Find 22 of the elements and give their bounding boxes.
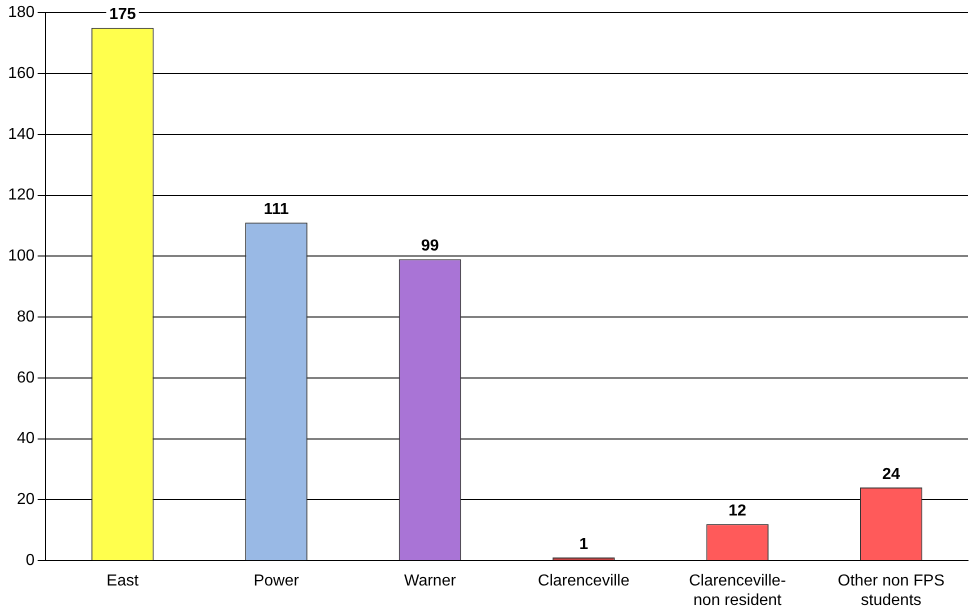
data-label: 99 (421, 238, 439, 255)
y-tick-label: 40 (16, 430, 35, 448)
data-label: 1 (579, 536, 588, 553)
x-tick-label: Other non FPS students (838, 572, 944, 609)
data-label: 12 (728, 502, 746, 520)
y-tick-label: 100 (8, 248, 35, 265)
y-tick-label: 20 (16, 491, 35, 508)
data-label: 24 (882, 466, 900, 483)
x-tick-label: Warner (404, 572, 457, 590)
y-tick-label: 60 (16, 369, 35, 386)
x-tick-label: Clarenceville- non resident (688, 572, 786, 609)
x-tick-label: East (106, 572, 140, 590)
y-tick-label: 160 (8, 64, 35, 82)
y-tick-label: 0 (26, 552, 35, 570)
x-tick-label: Power (254, 572, 300, 590)
y-tick-label: 180 (8, 4, 35, 22)
data-label: 111 (264, 201, 289, 218)
x-tick-label: Clarenceville (538, 572, 630, 590)
y-tick-label: 140 (8, 126, 35, 143)
data-label: 175 (109, 6, 136, 24)
y-tick-label: 80 (16, 308, 35, 326)
y-tick-label: 120 (8, 186, 35, 204)
